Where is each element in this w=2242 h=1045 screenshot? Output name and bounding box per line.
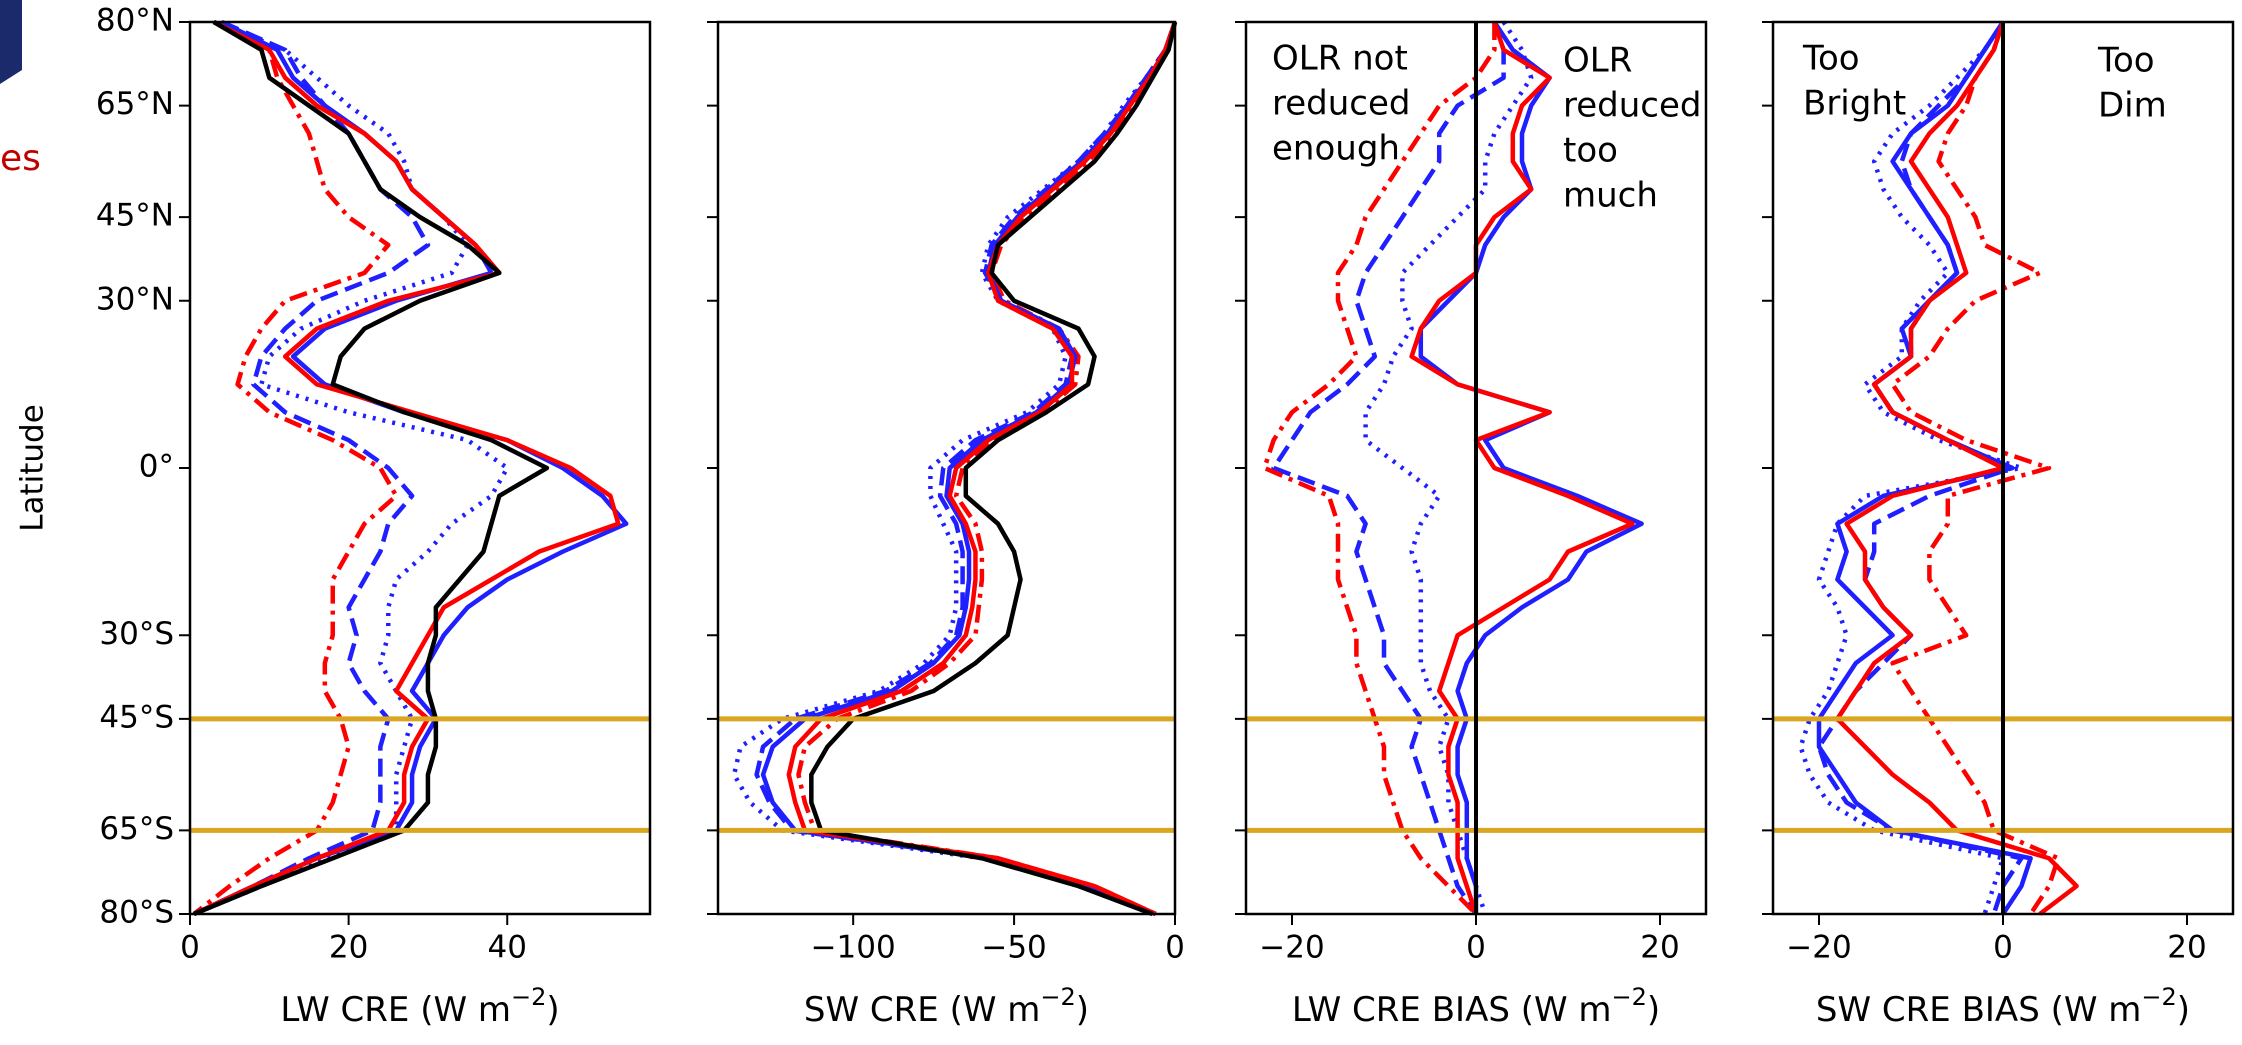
annotation: Too [2097, 41, 2155, 81]
series-line [193, 19, 629, 917]
y-tick-label: 30°N [96, 281, 174, 317]
series-line [193, 19, 510, 917]
series-line [796, 21, 1178, 917]
x-axis-label: SW CRE (W m−2) [804, 983, 1089, 1030]
x-axis-label-close: ) [1647, 990, 1660, 1030]
x-axis-label-sup: −2 [511, 983, 546, 1011]
annotation: OLR [1563, 41, 1632, 81]
annotation: reduced [1563, 86, 1701, 126]
x-tick-label: 0 [1165, 930, 1185, 966]
series-line [1271, 21, 1506, 916]
series-line [1418, 20, 1644, 914]
series-line [193, 19, 621, 917]
x-tick-label: −20 [1786, 930, 1851, 966]
x-tick-label: 40 [488, 930, 527, 966]
series-line [786, 21, 1178, 917]
y-tick-label: 45°N [96, 198, 174, 234]
annotation: much [1563, 176, 1658, 216]
y-tick-label: 80°N [96, 3, 174, 39]
annotation: too [1563, 131, 1618, 171]
series-line [192, 19, 399, 916]
x-axis-label-sup: −2 [1040, 983, 1075, 1011]
x-axis-label: SW CRE BIAS (W m−2) [1816, 983, 2190, 1030]
annotation: Too [1802, 39, 1860, 79]
annotation: OLR not [1272, 39, 1408, 79]
annotation: Dim [2098, 86, 2167, 126]
series-line [1262, 22, 1497, 916]
x-axis-label-close: ) [1076, 990, 1089, 1030]
x-tick-label: 0 [180, 930, 200, 966]
series-line [809, 21, 1178, 917]
series-line [193, 20, 550, 917]
y-axis-label: Latitude [15, 404, 51, 532]
plot-frame [716, 20, 1177, 916]
x-axis-label-close: ) [2177, 990, 2190, 1030]
x-axis-label-sup: −2 [2141, 983, 2176, 1011]
cropped-image [0, 0, 22, 84]
annotation: reduced [1272, 84, 1410, 124]
x-axis-label-text: LW CRE (W m [280, 990, 511, 1030]
series-line [1816, 20, 2033, 916]
series-line [1409, 21, 1635, 915]
cropped-text: es [0, 138, 41, 179]
x-axis-label-text: SW CRE BIAS (W m [1816, 990, 2141, 1030]
annotation: Bright [1803, 84, 1906, 124]
y-tick-label: 65°S [99, 811, 174, 847]
x-axis-label-close: ) [546, 990, 559, 1030]
x-tick-label: 20 [1640, 930, 1679, 966]
x-tick-label: −50 [981, 930, 1046, 966]
plot-frame [188, 20, 652, 916]
x-tick-label: 20 [2167, 930, 2206, 966]
series-line [1890, 21, 2061, 916]
x-tick-label: −100 [811, 930, 896, 966]
series-line [1816, 20, 2024, 915]
x-tick-label: 20 [329, 930, 368, 966]
series-line [1363, 20, 1534, 915]
y-tick-label: 45°S [99, 699, 174, 735]
x-axis-label-sup: −2 [1612, 983, 1647, 1011]
x-axis-label: LW CRE (W m−2) [280, 983, 559, 1030]
x-tick-label: −20 [1259, 930, 1324, 966]
x-axis-label-text: LW CRE BIAS (W m [1292, 990, 1612, 1030]
annotation: enough [1272, 129, 1400, 169]
y-tick-label: 65°N [96, 86, 174, 122]
series-line [1798, 20, 2024, 915]
y-tick-label: 0° [139, 449, 174, 485]
y-tick-label: 80°S [99, 895, 174, 931]
x-tick-label: 0 [1993, 930, 2013, 966]
series-line [731, 21, 1178, 917]
x-tick-label: 0 [1466, 930, 1486, 966]
y-tick-label: 30°S [99, 616, 174, 652]
x-axis-label: LW CRE BIAS (W m−2) [1292, 983, 1660, 1030]
x-axis-label-text: SW CRE (W m [804, 990, 1040, 1030]
